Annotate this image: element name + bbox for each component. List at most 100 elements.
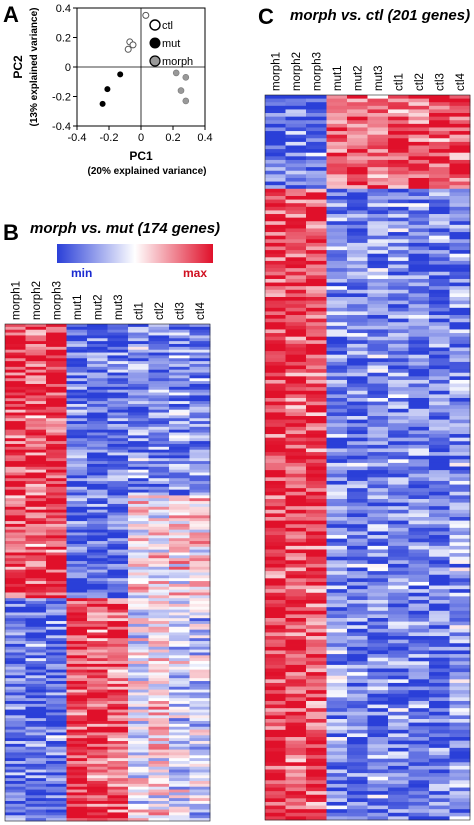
heatmap-cell <box>347 488 368 493</box>
heatmap-cell <box>87 818 108 822</box>
heatmap-cell <box>87 612 108 616</box>
heatmap-cell <box>306 610 327 615</box>
heatmap-cell <box>408 509 430 514</box>
heatmap-cell <box>148 778 170 782</box>
heatmap-cell <box>5 635 26 639</box>
heatmap-cell <box>367 311 389 316</box>
heatmap-cell <box>306 192 327 197</box>
heatmap-cell <box>66 546 88 551</box>
heatmap-cell <box>429 300 450 305</box>
heatmap-cell <box>347 719 368 724</box>
heatmap-cell <box>408 250 430 255</box>
heatmap-cell <box>285 542 307 547</box>
heatmap-cell <box>148 615 170 619</box>
heatmap-cell <box>449 729 471 734</box>
heatmap-cell <box>87 635 108 639</box>
heatmap-cell <box>326 459 348 464</box>
heatmap-cell <box>347 372 368 377</box>
heatmap-cell <box>148 324 170 328</box>
heatmap-cell <box>25 498 47 502</box>
heatmap-cell <box>367 271 389 276</box>
heatmap-cell <box>128 583 149 588</box>
heatmap-cell <box>128 401 149 405</box>
heatmap-cell <box>148 355 170 359</box>
heatmap-cell <box>107 723 129 728</box>
heatmap-cell <box>128 526 149 531</box>
heatmap-cell <box>107 335 129 339</box>
heatmap-cell <box>429 206 450 211</box>
heatmap-cell <box>449 762 471 767</box>
heatmap-cell <box>388 812 409 817</box>
heatmap-cell <box>449 776 471 781</box>
heatmap-cell <box>367 711 389 716</box>
heatmap-column-label: mut2 <box>352 65 364 91</box>
heatmap-cell <box>128 706 149 711</box>
heatmap-column-label: mut3 <box>113 294 125 320</box>
heatmap-cell <box>347 498 368 503</box>
heatmap-cell <box>87 726 108 730</box>
heatmap-cell <box>66 661 88 665</box>
heatmap-cell <box>429 596 450 601</box>
heatmap-cell <box>408 145 430 150</box>
heatmap-cell <box>265 798 286 803</box>
heatmap-cell <box>326 278 348 283</box>
heatmap-cell <box>265 560 286 565</box>
heatmap-cell <box>306 455 327 460</box>
heatmap-cell <box>326 805 348 810</box>
heatmap-cell <box>408 585 430 590</box>
heatmap-cell <box>326 408 348 413</box>
heatmap-cell <box>189 726 211 730</box>
heatmap-cell <box>46 586 67 591</box>
heatmap-cell <box>429 351 450 356</box>
heatmap-cell <box>388 221 409 226</box>
heatmap-column-label: ctl1 <box>133 302 145 320</box>
heatmap-cell <box>429 376 450 381</box>
heatmap-cell <box>25 563 47 568</box>
heatmap-cell <box>66 755 88 759</box>
heatmap-cell <box>66 752 88 756</box>
heatmap-cell <box>87 469 108 473</box>
heatmap-cell <box>429 311 450 316</box>
heatmap-cell <box>408 693 430 698</box>
heatmap-cell <box>347 809 368 814</box>
heatmap-cell <box>66 486 88 491</box>
heatmap-cell <box>306 394 327 399</box>
heatmap-cell <box>189 452 211 456</box>
heatmap-cell <box>189 441 211 445</box>
heatmap-cell <box>87 535 108 539</box>
heatmap-cell <box>265 282 286 287</box>
heatmap-cell <box>189 669 211 673</box>
heatmap-cell <box>367 625 389 630</box>
heatmap-cell <box>285 174 307 179</box>
heatmap-cell <box>429 462 450 467</box>
heatmap-cell <box>408 589 430 594</box>
heatmap-cell <box>388 809 409 814</box>
heatmap-cell <box>25 326 47 331</box>
heatmap-cell <box>189 603 211 608</box>
heatmap-cell <box>285 196 307 201</box>
heatmap-cell <box>5 741 26 745</box>
heatmap-cell <box>449 556 471 561</box>
heatmap-cell <box>189 792 211 796</box>
color-scale-bar <box>57 244 213 263</box>
heatmap-cell <box>367 430 389 435</box>
heatmap-cell <box>107 443 129 448</box>
heatmap-cell <box>285 650 307 655</box>
heatmap-cell <box>285 693 307 698</box>
heatmap-cell <box>189 349 211 353</box>
heatmap-cell <box>326 131 348 136</box>
heatmap-cell <box>148 618 170 622</box>
heatmap-cell <box>429 787 450 792</box>
heatmap-cell <box>87 615 108 619</box>
heatmap-cell <box>265 502 286 507</box>
heatmap-cell <box>306 697 327 702</box>
heatmap-cell <box>87 601 108 605</box>
heatmap-cell <box>429 318 450 323</box>
heatmap-cell <box>189 798 211 802</box>
heatmap-cell <box>285 708 307 713</box>
heatmap-cell <box>107 743 129 748</box>
heatmap-cell <box>87 343 108 348</box>
pca-x-tick-label: -0.4 <box>68 132 87 144</box>
heatmap-cell <box>306 693 327 698</box>
heatmap-cell <box>107 783 129 788</box>
